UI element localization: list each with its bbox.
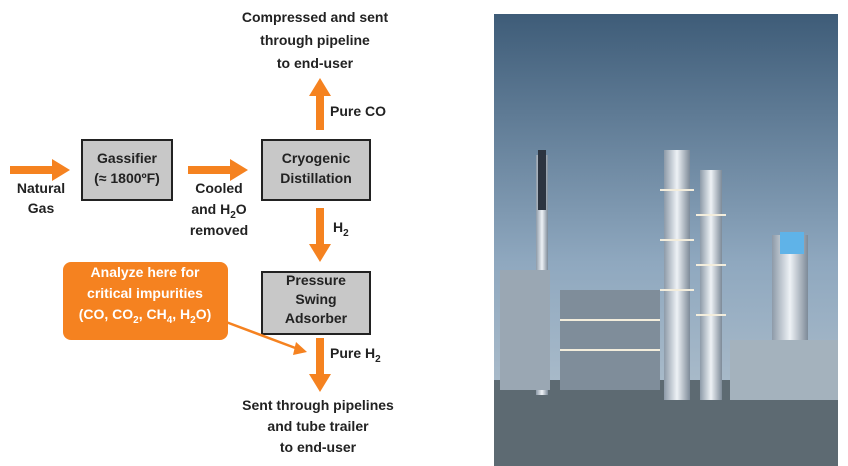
cryogenic-box bbox=[261, 139, 371, 201]
psa-line: Adsorber bbox=[285, 310, 348, 326]
natural-gas-line: Gas bbox=[28, 200, 55, 216]
callout-line: (CO, CO2, CH4, H2O) bbox=[79, 306, 212, 326]
subscript: 2 bbox=[375, 354, 381, 365]
cryogenic-line: Cryogenic bbox=[282, 150, 351, 166]
text-segment: , H bbox=[172, 306, 190, 322]
plant-photo bbox=[494, 14, 838, 466]
callout-line: critical impurities bbox=[87, 285, 203, 301]
photo-stack-top bbox=[538, 150, 546, 210]
psa-line: Pressure bbox=[286, 272, 346, 288]
text-segment: (≈ 1800ºF) bbox=[94, 170, 160, 186]
arrow bbox=[10, 159, 70, 181]
text-segment: through pipeline bbox=[260, 32, 370, 48]
destination-top-line: to end-user bbox=[277, 55, 354, 71]
text-segment: and tube trailer bbox=[267, 418, 369, 434]
pure-h2-line: Pure H2 bbox=[330, 345, 381, 365]
text-segment: Analyze here for bbox=[91, 264, 200, 280]
text-segment: to end-user bbox=[277, 55, 354, 71]
text-segment: , CH bbox=[139, 306, 167, 322]
subscript: 2 bbox=[190, 315, 196, 326]
text-segment: to end-user bbox=[280, 439, 357, 455]
text-segment: Distillation bbox=[280, 170, 352, 186]
photo-tower bbox=[700, 170, 722, 400]
text-segment: Sent through pipelines bbox=[242, 397, 394, 413]
gassifier-line: (≈ 1800ºF) bbox=[94, 170, 160, 186]
text-segment: and H bbox=[191, 201, 230, 217]
photo-lights bbox=[560, 189, 726, 351]
psa-line: Swing bbox=[295, 291, 336, 307]
text-segment: Compressed and sent bbox=[242, 9, 389, 25]
diagram bbox=[10, 78, 371, 392]
gassifier-box bbox=[81, 139, 173, 201]
cryogenic-line: Distillation bbox=[280, 170, 352, 186]
destination-bottom-line: Sent through pipelines bbox=[242, 397, 394, 413]
text-segment: Gas bbox=[28, 200, 55, 216]
text-segment: Pressure bbox=[286, 272, 346, 288]
cooled-line: Cooled bbox=[195, 180, 242, 196]
destination-bottom-line: to end-user bbox=[280, 439, 357, 455]
text-segment: O bbox=[236, 201, 247, 217]
destination-top-line: Compressed and sent bbox=[242, 9, 389, 25]
text-segment: removed bbox=[190, 222, 248, 238]
arrow-head bbox=[293, 342, 307, 355]
cooled-line: and H2O bbox=[191, 201, 246, 221]
text-segment: Pure CO bbox=[330, 103, 386, 119]
subscript: 4 bbox=[167, 315, 173, 326]
arrow bbox=[309, 208, 331, 262]
photo-building bbox=[730, 340, 838, 400]
text-segment: Natural bbox=[17, 180, 65, 196]
text-segment: Cooled bbox=[195, 180, 242, 196]
arrow bbox=[309, 338, 331, 392]
subscript: 2 bbox=[133, 315, 139, 326]
natural-gas-line: Natural bbox=[17, 180, 65, 196]
cooled-line: removed bbox=[190, 222, 248, 238]
photo-structure bbox=[500, 270, 550, 390]
photo-tower bbox=[664, 150, 690, 400]
photo-screen bbox=[780, 232, 804, 254]
text-segment: (CO, CO bbox=[79, 306, 134, 322]
callout-box bbox=[63, 262, 228, 340]
gassifier-line: Gassifier bbox=[97, 150, 157, 166]
arrow bbox=[309, 78, 331, 130]
photo-structure bbox=[560, 290, 660, 390]
h2-line: H2 bbox=[333, 219, 349, 239]
arrow bbox=[188, 159, 248, 181]
destination-bottom-line: and tube trailer bbox=[267, 418, 369, 434]
subscript: 2 bbox=[343, 228, 349, 239]
pure-co-line: Pure CO bbox=[330, 103, 386, 119]
text-segment: Gassifier bbox=[97, 150, 157, 166]
destination-top-line: through pipeline bbox=[260, 32, 370, 48]
text-segment: Adsorber bbox=[285, 310, 348, 326]
arrows bbox=[10, 78, 331, 392]
text-segment: H bbox=[333, 219, 343, 235]
text-segment: Pure H bbox=[330, 345, 375, 361]
text-segment: Swing bbox=[295, 291, 336, 307]
callout-line: Analyze here for bbox=[91, 264, 200, 280]
subscript: 2 bbox=[230, 210, 236, 221]
text-segment: critical impurities bbox=[87, 285, 203, 301]
psa-box bbox=[261, 271, 371, 335]
callout-pointer bbox=[225, 320, 299, 351]
text-segment: O) bbox=[196, 306, 212, 322]
text-segment: Cryogenic bbox=[282, 150, 351, 166]
